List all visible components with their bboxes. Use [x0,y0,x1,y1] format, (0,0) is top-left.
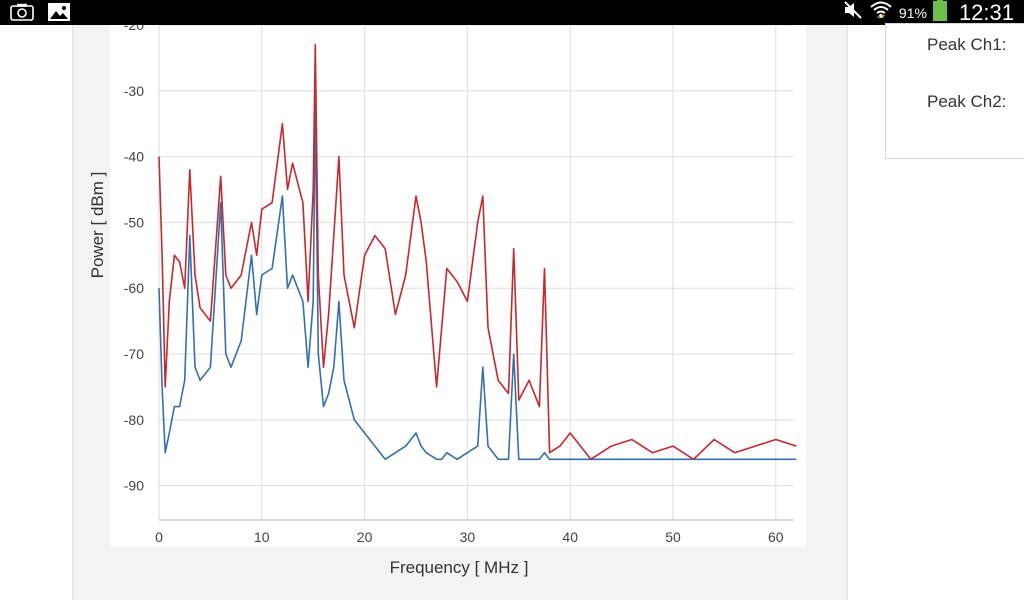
x-tick-label: 10 [254,529,270,545]
x-axis-title: Frequency [ MHz ] [390,558,529,577]
x-tick-label: 30 [460,529,476,545]
x-tick-label: 0 [155,529,163,545]
battery-percent: 91% [898,4,927,21]
mute-icon [843,0,863,25]
x-tick-label: 40 [562,529,578,545]
y-axis-title: Power [ dBm ] [88,172,107,279]
y-tick-labels: -20 -30 -40 -50 -60 -70 -80 -90 [124,25,144,494]
x-tick-labels: 0 10 20 30 40 50 60 [155,529,784,545]
y-tick-label: -20 [124,25,144,33]
x-tick-label: 60 [768,529,784,545]
page-content: -20 -30 -40 -50 -60 -70 -80 -90 0 10 20 30 40 50 60 F… [0,23,1024,600]
series-line-ch2 [158,103,797,461]
grid-lines [158,25,794,521]
peak-ch2-label: Peak Ch2: [927,92,1007,111]
series-line-ch1 [158,43,797,461]
x-tick-label: 20 [357,529,373,545]
wifi-icon [869,0,893,26]
screenshot-icon [10,3,34,26]
gallery-icon [48,3,70,26]
battery-icon [932,0,947,26]
y-tick-label: -50 [124,214,144,230]
y-tick-label: -40 [124,149,144,165]
y-tick-label: -70 [124,346,144,362]
y-tick-label: -60 [124,280,144,296]
y-tick-label: -30 [124,83,144,99]
status-bar: 91% 12:31 [0,0,1024,25]
x-tick-label: 50 [665,529,681,545]
y-tick-label: -80 [124,412,144,428]
series-lines [158,43,797,461]
peak-ch1-label: Peak Ch1: [927,35,1007,54]
clock-time: 12:31 [958,0,1014,25]
spectrum-chart: -20 -30 -40 -50 -60 -70 -80 -90 0 10 20 30 40 50 60 F… [88,25,797,577]
peak-panel: Peak Ch1: Peak Ch2: [885,23,1024,159]
y-tick-label: -90 [124,478,144,494]
